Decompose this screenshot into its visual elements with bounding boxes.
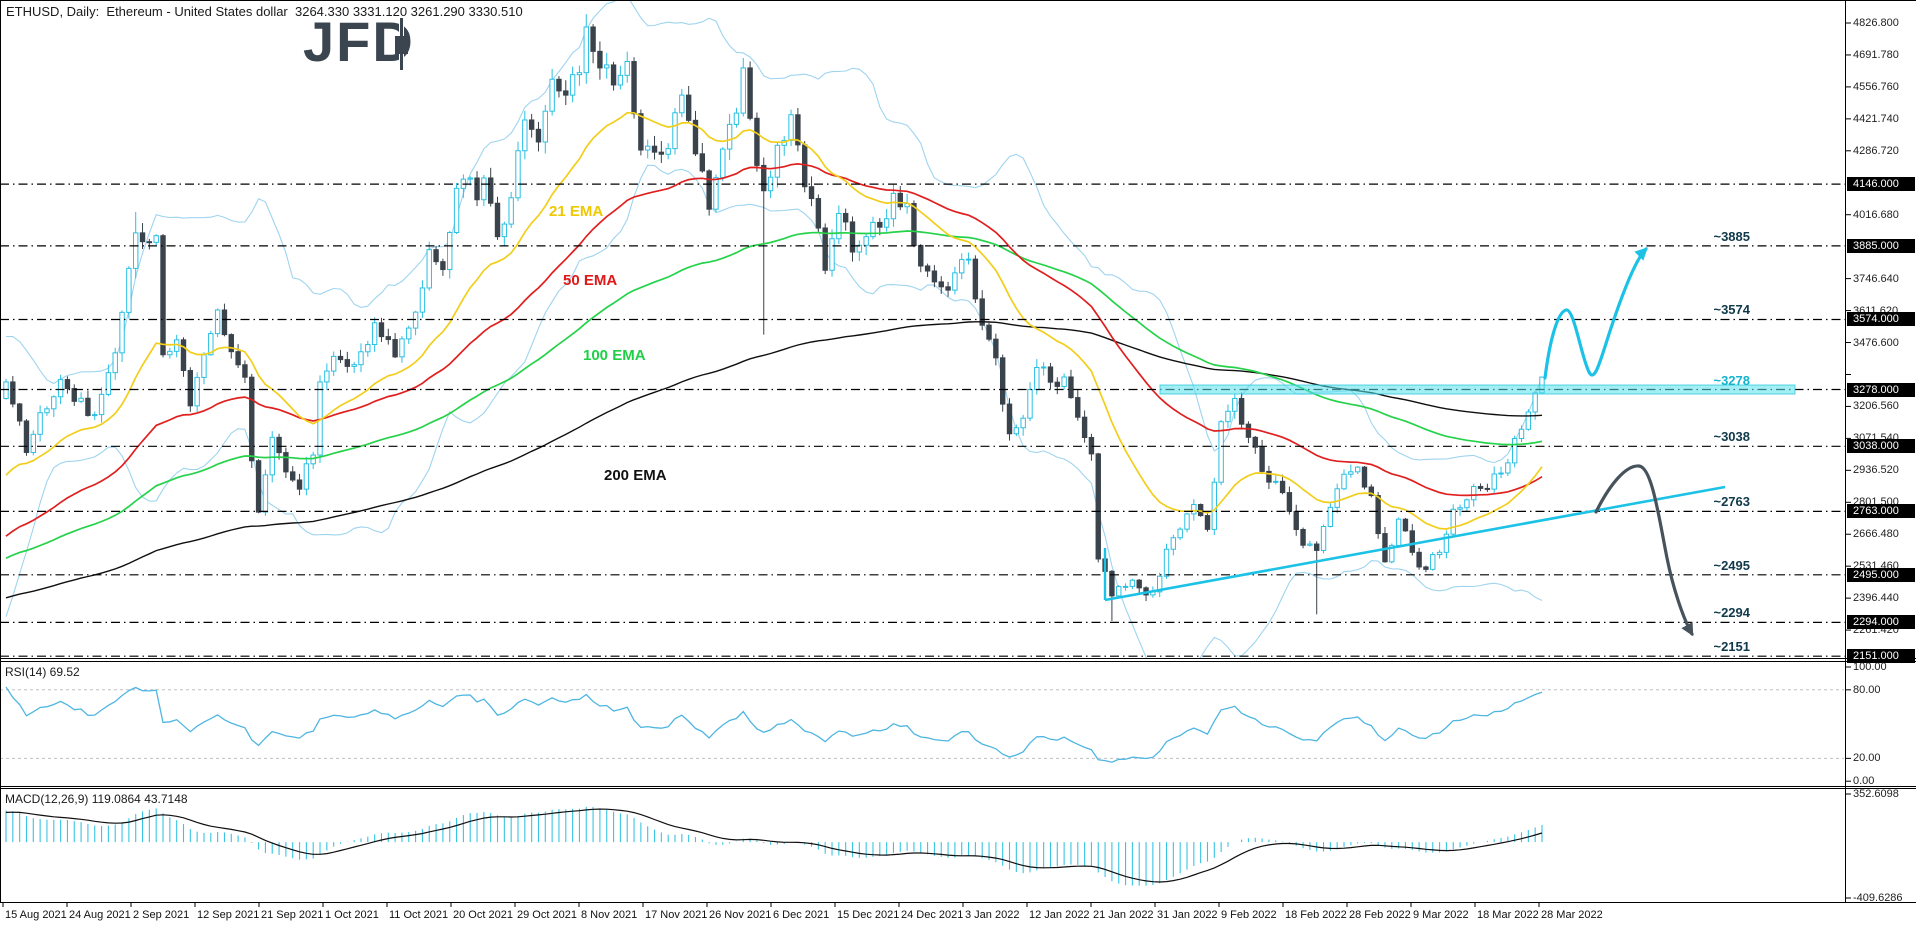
bullish-projection-arrow: [1543, 247, 1648, 380]
bollinger-lower-band: [5, 164, 1543, 658]
rsi-panel[interactable]: [0, 686, 1845, 763]
ema-200-line: [5, 321, 1543, 599]
main-chart-panel[interactable]: [3, 0, 1545, 684]
resistance-band: [1159, 384, 1796, 395]
candlesticks: [3, 14, 1545, 621]
ema-100-line: [5, 230, 1543, 559]
rsi-line: [5, 686, 1543, 763]
macd-signal-line: [5, 808, 1543, 883]
macd-panel[interactable]: [5, 806, 1543, 886]
ema-50-line: [5, 163, 1543, 537]
ascending-trendline: [1104, 485, 1726, 602]
bearish-projection-arrow: [1594, 464, 1694, 637]
ema-21-line: [5, 111, 1543, 530]
